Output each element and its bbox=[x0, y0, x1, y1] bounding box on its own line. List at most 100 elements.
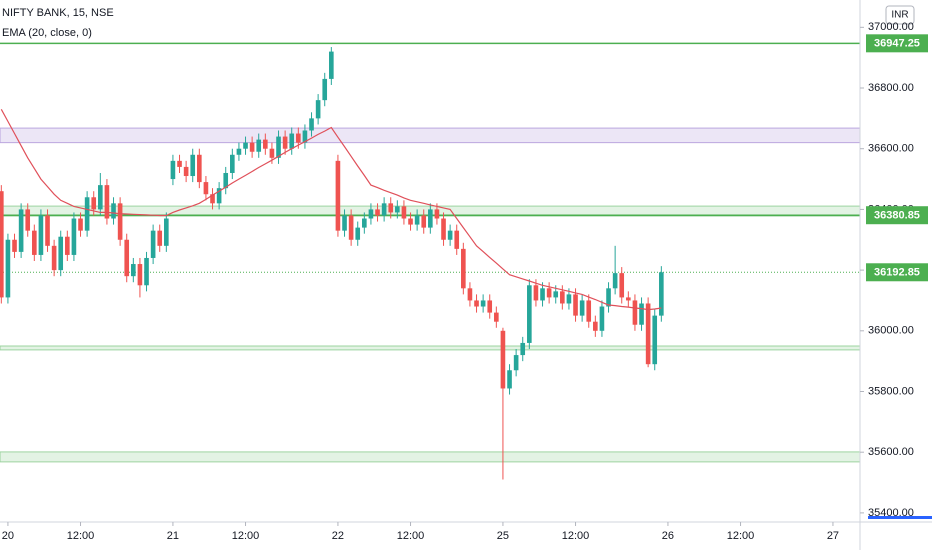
candle-body bbox=[18, 209, 24, 252]
x-tick-label: 26 bbox=[662, 530, 674, 542]
candle-body bbox=[533, 285, 539, 301]
candle-body bbox=[131, 264, 136, 277]
candle-body bbox=[362, 218, 367, 228]
indicator-legend: EMA (20, close, 0) bbox=[2, 27, 92, 39]
y-tick-label: 35800.00 bbox=[868, 385, 914, 397]
candle-body bbox=[78, 218, 83, 231]
price-zone bbox=[0, 451, 861, 463]
candle-body bbox=[117, 203, 123, 240]
candle-body bbox=[71, 218, 77, 255]
x-tick-label: 22 bbox=[332, 530, 344, 542]
candle-body bbox=[5, 239, 11, 298]
candle-body bbox=[322, 78, 328, 101]
candle-body bbox=[216, 188, 222, 204]
candle-body bbox=[289, 133, 295, 149]
candle-body bbox=[447, 230, 453, 240]
candle-body bbox=[487, 300, 493, 313]
candle-body bbox=[65, 236, 70, 255]
plot-area bbox=[0, 42, 861, 480]
candle-body bbox=[619, 273, 625, 298]
candle-body bbox=[355, 227, 361, 240]
y-tick-label: 35600.00 bbox=[868, 446, 914, 458]
currency-badge[interactable] bbox=[885, 5, 915, 25]
candle-body bbox=[474, 300, 479, 307]
candle-body bbox=[170, 160, 176, 180]
candle-body bbox=[586, 300, 592, 322]
candle-body bbox=[428, 209, 433, 228]
candle-body bbox=[183, 166, 189, 177]
candle-body bbox=[203, 182, 209, 195]
price-label: 36192.85 bbox=[874, 267, 920, 279]
candle-body bbox=[566, 294, 572, 304]
candle-body bbox=[190, 154, 196, 177]
price-zone bbox=[0, 345, 861, 351]
candle-body bbox=[315, 100, 321, 119]
ema-line bbox=[0, 109, 662, 311]
candle-body bbox=[573, 294, 578, 316]
candle-body bbox=[150, 230, 156, 258]
candle-body bbox=[632, 300, 638, 325]
candle-body bbox=[612, 273, 618, 289]
x-tick-label: 12:00 bbox=[397, 530, 425, 542]
candle-body bbox=[269, 148, 275, 158]
candle-body bbox=[177, 160, 182, 167]
candle-body bbox=[164, 218, 169, 246]
candle-body bbox=[309, 118, 314, 131]
candle-body bbox=[500, 330, 506, 389]
currency-label: INR bbox=[891, 10, 908, 21]
candle-body bbox=[124, 239, 130, 277]
x-tick-label: 25 bbox=[497, 530, 509, 542]
candle-body bbox=[0, 191, 4, 298]
candle-body bbox=[335, 160, 341, 231]
candle-body bbox=[659, 272, 664, 316]
candle-body bbox=[243, 142, 248, 149]
x-tick-label: 12:00 bbox=[232, 530, 260, 542]
x-tick-label: 20 bbox=[2, 530, 14, 542]
candle-body bbox=[296, 133, 301, 143]
candle-body bbox=[645, 303, 651, 365]
candle-body bbox=[507, 370, 512, 389]
candle-body bbox=[606, 288, 611, 307]
candle-body bbox=[461, 248, 466, 289]
candle-body bbox=[527, 285, 532, 343]
candle-body bbox=[553, 291, 559, 298]
price-label-box bbox=[866, 206, 928, 225]
candle-body bbox=[454, 230, 460, 249]
candle-body bbox=[560, 291, 565, 304]
candle-body bbox=[25, 209, 31, 231]
price-label: 36380.85 bbox=[874, 210, 920, 222]
y-tick-label: 35400.00 bbox=[868, 507, 914, 519]
candle-body bbox=[230, 154, 235, 173]
candle-body bbox=[368, 209, 374, 219]
candle-body bbox=[467, 288, 473, 301]
candle-body bbox=[434, 209, 440, 219]
y-tick-label: 36800.00 bbox=[868, 82, 914, 94]
candle-body bbox=[38, 215, 44, 255]
candle-body bbox=[104, 185, 110, 219]
candle-body bbox=[302, 130, 308, 143]
candle-body bbox=[144, 257, 149, 286]
price-label-box bbox=[866, 263, 928, 282]
candle-body bbox=[276, 136, 281, 158]
candle-body bbox=[395, 206, 400, 213]
price-label-box bbox=[866, 34, 928, 53]
candle-body bbox=[540, 288, 545, 301]
candle-body bbox=[480, 300, 486, 307]
candle-body bbox=[599, 306, 605, 331]
chart-title: NIFTY BANK, 15, NSE bbox=[2, 7, 114, 19]
candle-body bbox=[236, 148, 242, 155]
candle-body bbox=[421, 215, 427, 228]
candle-body bbox=[58, 236, 64, 271]
candle-body bbox=[12, 239, 17, 252]
x-tick-label: 12:00 bbox=[67, 530, 95, 542]
candle-body bbox=[137, 264, 143, 286]
y-tick-label: 36600.00 bbox=[868, 143, 914, 155]
x-tick-label: 12:00 bbox=[727, 530, 755, 542]
candle-body bbox=[91, 197, 97, 210]
candle-body bbox=[210, 194, 215, 204]
candle-body bbox=[546, 288, 552, 298]
y-tick-label: 37000.00 bbox=[868, 21, 914, 33]
candle-body bbox=[520, 342, 526, 356]
candle-body bbox=[32, 230, 37, 255]
